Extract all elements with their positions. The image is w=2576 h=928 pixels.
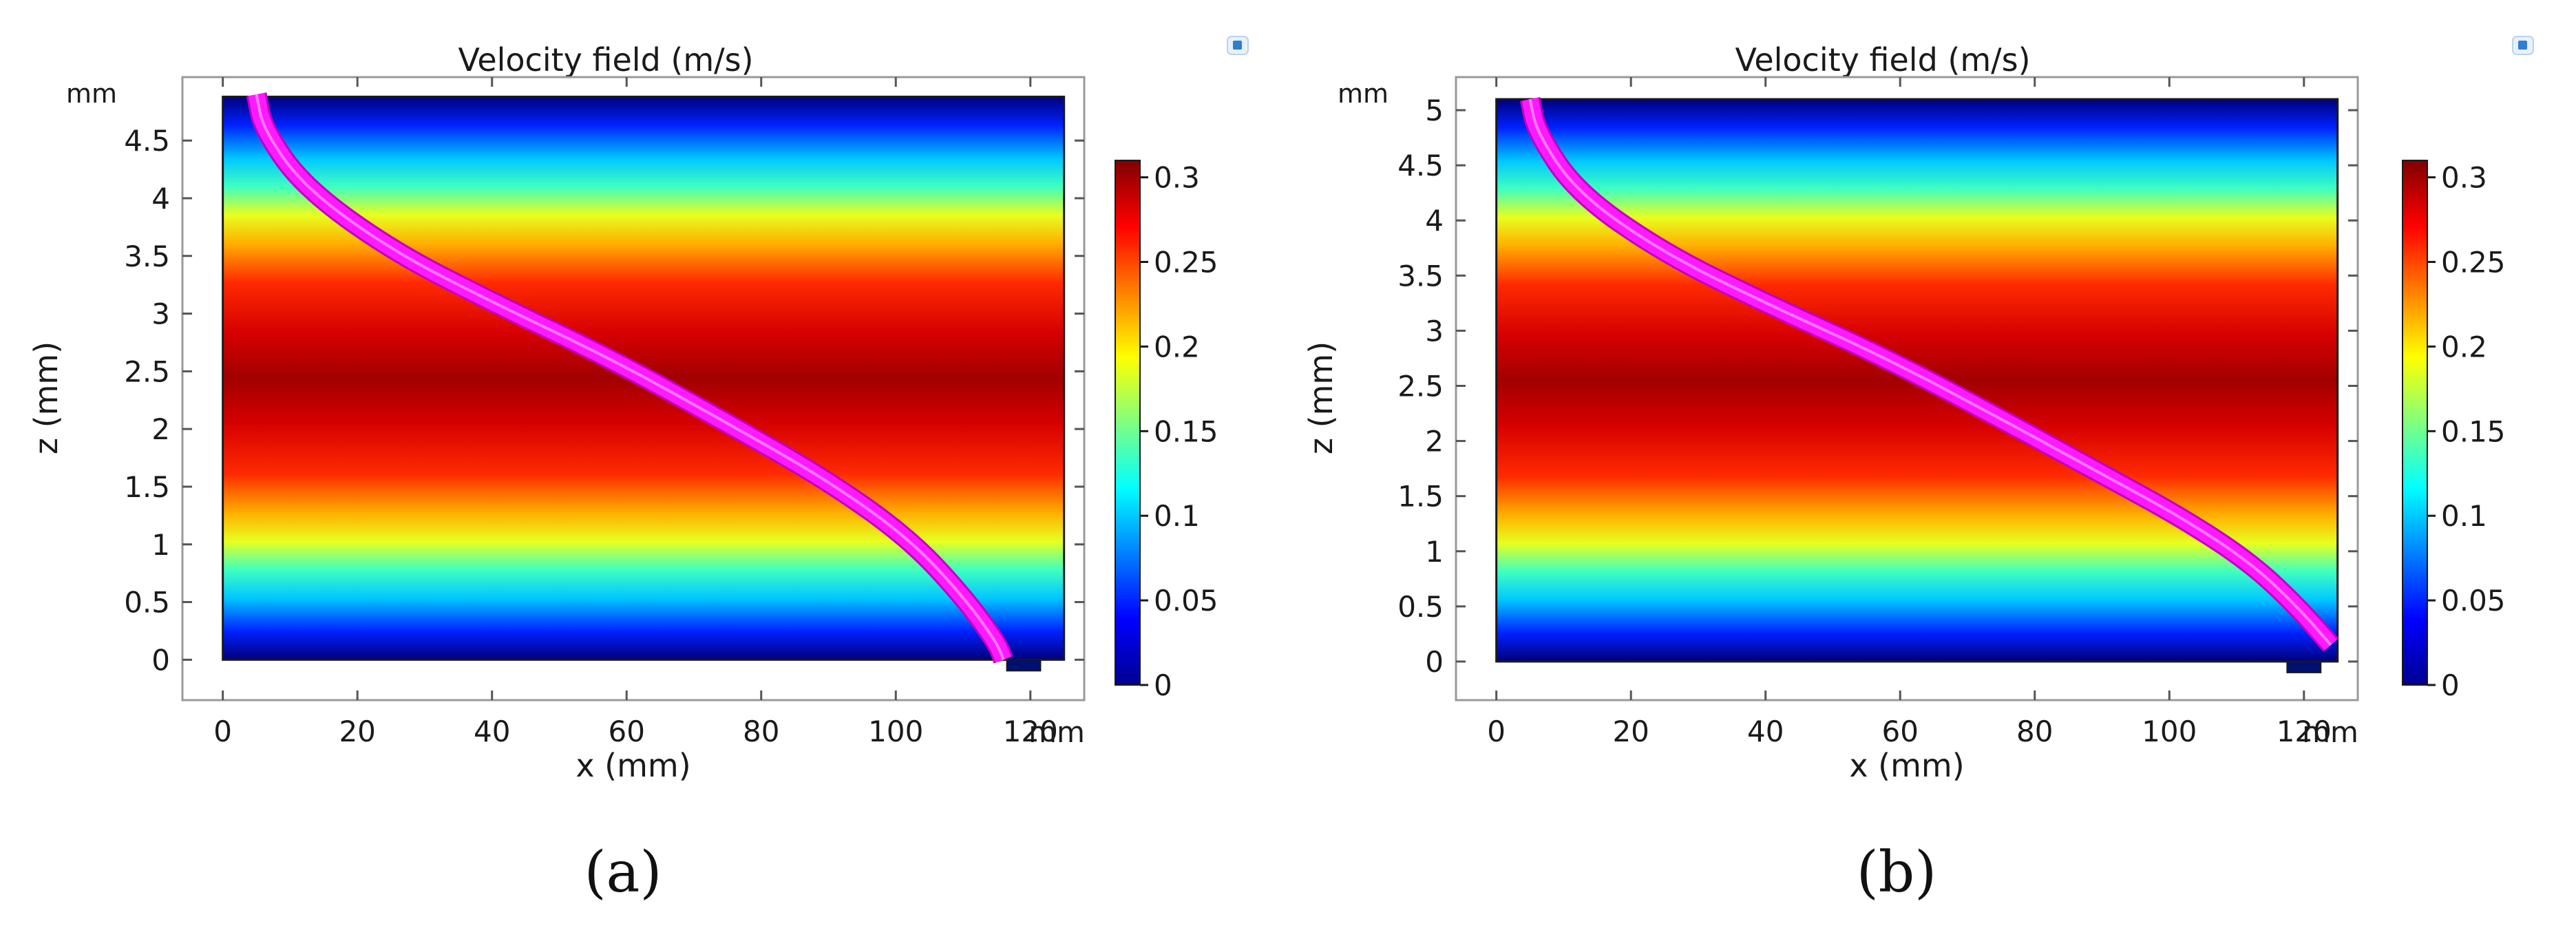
x-tick-label: 100 [868, 715, 923, 748]
y-tick-label: 4 [151, 182, 170, 215]
streamline-band [246, 92, 1013, 664]
colorbar-tick-label: 0.2 [1154, 330, 1200, 363]
y-tick-label: 4.5 [1397, 149, 1444, 182]
x-tick-label: 120 [1003, 715, 1058, 748]
y-tick-label: 2 [1425, 425, 1444, 458]
y-tick-label: 0.5 [1397, 590, 1444, 624]
colorbar-ticks: 0 0.05 0.1 0.15 0.2 0.25 0.3 [1140, 161, 1218, 702]
colorbar-ticks: 0 0.05 0.1 0.15 0.2 0.25 0.3 [2427, 161, 2506, 702]
y-tick-label: 1 [1425, 535, 1444, 569]
domain-border [222, 95, 1066, 661]
panel-label: (a) [584, 840, 662, 905]
x-axis-label: x (mm) [1849, 747, 1964, 784]
colorbar: 0 0.05 0.1 0.15 0.2 0.25 0.3 [1115, 160, 1218, 702]
colorbar-tick-label: 0.25 [1154, 245, 1218, 279]
y-axis-unit: mm [1338, 78, 1389, 109]
x-tick-label: 0 [213, 715, 232, 748]
colorbar-tick-label: 0.25 [2441, 245, 2506, 279]
y-axis-unit: mm [66, 78, 117, 109]
panel-b: Velocity field (m/s) mm 0 20 40 60 80 100 120 … [1302, 36, 2534, 905]
x-tick-label: 40 [474, 715, 510, 748]
y-tick-label: 3 [1425, 314, 1444, 348]
x-tick-label: 60 [1881, 715, 1918, 748]
y-axis-label: z (mm) [28, 341, 65, 454]
colorbar-tick-label: 0.1 [1154, 499, 1200, 533]
y-tick-label: 1.5 [1397, 480, 1444, 514]
x-axis-ticks: 0 20 40 60 80 100 120 [213, 77, 1058, 748]
domain-border [1495, 98, 2339, 663]
x-tick-label: 20 [339, 715, 375, 748]
y-axis-label: z (mm) [1302, 341, 1340, 454]
y-tick-label: 3.5 [1397, 259, 1444, 293]
y-tick-label: 2 [151, 412, 170, 446]
colorbar-tick-label: 0.3 [1154, 161, 1200, 195]
y-tick-label: 2.5 [124, 355, 170, 388]
streamline-band [1519, 97, 2339, 652]
x-tick-label: 80 [743, 715, 779, 748]
y-tick-label: 1.5 [124, 470, 170, 504]
y-tick-label: 2.5 [1397, 369, 1444, 403]
colorbar: 0 0.05 0.1 0.15 0.2 0.25 0.3 [2402, 160, 2506, 702]
colorbar-tick-label: 0.2 [2441, 330, 2487, 363]
colorbar-tick-label: 0 [1154, 668, 1172, 702]
x-axis-unit: mm [2302, 715, 2358, 749]
x-axis-ticks: 0 20 40 60 80 100 120 [1487, 77, 2332, 748]
x-tick-label: 40 [1747, 715, 1784, 748]
panel-label: (b) [1857, 840, 1936, 905]
x-tick-label: 0 [1487, 715, 1506, 748]
x-tick-label: 60 [608, 715, 644, 748]
panel-a: Velocity field (m/s) mm 0 20 40 60 80 100 120 … [28, 36, 1249, 905]
y-tick-label: 0.5 [124, 586, 170, 620]
colorbar-tick-label: 0.05 [1154, 584, 1218, 618]
x-tick-label: 80 [2016, 715, 2053, 748]
y-tick-label: 0 [151, 643, 170, 677]
colorbar-tick-label: 0.15 [2441, 414, 2506, 448]
y-tick-label: 3.5 [124, 240, 170, 273]
y-tick-label: 4 [1425, 204, 1444, 238]
colorbar-tick-label: 0.1 [2441, 499, 2487, 533]
settings-icon[interactable] [1227, 36, 1249, 55]
y-tick-label: 1 [151, 528, 170, 562]
outlet-block [1006, 659, 1042, 672]
y-tick-label: 5 [1425, 94, 1444, 127]
colorbar-tick-label: 0 [2441, 668, 2460, 702]
settings-icon[interactable] [2512, 36, 2534, 55]
colorbar-tick-label: 0.15 [1154, 414, 1218, 448]
y-axis-ticks: 0 0.5 1 1.5 2 2.5 3 3.5 4 4.5 [124, 124, 1084, 677]
streamline-highlight [1528, 98, 2332, 646]
x-tick-label: 20 [1612, 715, 1649, 748]
y-tick-label: 0 [1425, 645, 1444, 679]
streamline-highlight [255, 94, 1005, 661]
y-tick-label: 3 [151, 297, 170, 331]
colorbar-tick-label: 0.05 [2441, 584, 2506, 618]
colorbar-tick-label: 0.3 [2441, 161, 2487, 195]
chart-title: Velocity field (m/s) [458, 41, 753, 78]
x-tick-label: 100 [2142, 715, 2197, 748]
x-axis-label: x (mm) [576, 747, 690, 784]
x-tick-label: 120 [2277, 715, 2332, 748]
chart-title: Velocity field (m/s) [1735, 41, 2030, 78]
x-axis-unit: mm [1028, 715, 1085, 749]
outlet-block [2286, 660, 2322, 673]
y-tick-label: 4.5 [124, 124, 170, 158]
y-axis-ticks: 0 0.5 1 1.5 2 2.5 3 3.5 4 4.5 5 [1397, 94, 2358, 679]
